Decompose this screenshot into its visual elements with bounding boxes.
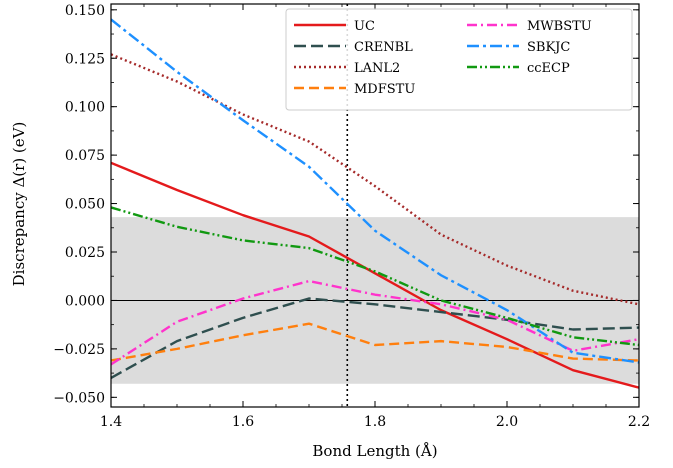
x-tick-label: 1.6 — [232, 414, 254, 430]
legend-label-sbkjc: SBKJC — [527, 40, 570, 55]
legend-label-crenbl: CRENBL — [354, 40, 413, 55]
y-axis-label: Discrepancy Δ(r) (eV) — [10, 122, 28, 287]
y-tick-label: 0.050 — [65, 197, 105, 213]
x-tick-label: 1.8 — [364, 414, 386, 430]
y-tick-label: 0.025 — [65, 245, 105, 261]
y-tick-label: −0.050 — [53, 390, 105, 406]
y-tick-label: 0.000 — [65, 293, 105, 309]
series-line-crenbl — [111, 297, 639, 379]
axes: 1.4 1.6 1.8 2.0 2.2 −0.050 −0.025 0.000 0.025 0.0… — [53, 3, 650, 430]
series-line-mdfstu — [111, 322, 639, 362]
x-tick-label: 2.0 — [496, 414, 518, 430]
legend-label-uc: UC — [354, 19, 375, 34]
legend-label-ccecp: ccECP — [527, 61, 570, 76]
series-line-lanl2 — [111, 53, 639, 306]
series-line-sbkjc — [111, 18, 639, 364]
y-tick-label: 0.075 — [65, 148, 105, 164]
x-axis-label: Bond Length (Å) — [312, 442, 437, 460]
series-line-uc — [111, 161, 639, 389]
legend-label-mwbstu: MWBSTU — [527, 19, 592, 34]
y-tick-label: 0.150 — [65, 3, 105, 19]
y-tick-label: 0.100 — [65, 100, 105, 116]
plot-area — [111, 4, 639, 407]
y-tick-label: −0.025 — [53, 342, 105, 358]
series-line-ccecp — [111, 206, 639, 347]
legend: UC CRENBL LANL2 MDFSTU MWBSTU SBKJC ccECP — [285, 8, 633, 111]
y-tick-label: 0.125 — [65, 51, 105, 67]
x-tick-label: 2.2 — [628, 414, 650, 430]
legend-label-mdfstu: MDFSTU — [354, 82, 415, 97]
x-tick-label: 1.4 — [100, 414, 122, 430]
series-line-mwbstu — [111, 279, 639, 366]
legend-box — [285, 8, 633, 111]
legend-label-lanl2: LANL2 — [354, 61, 400, 76]
